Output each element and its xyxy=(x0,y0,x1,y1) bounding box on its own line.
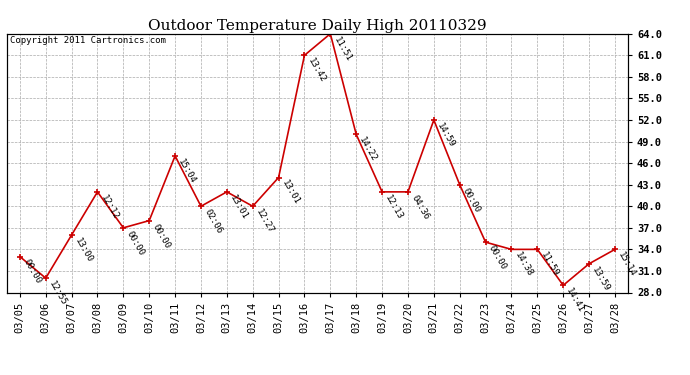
Text: Copyright 2011 Cartronics.com: Copyright 2011 Cartronics.com xyxy=(10,36,166,45)
Text: 00:00: 00:00 xyxy=(21,258,43,286)
Text: 14:38: 14:38 xyxy=(513,251,534,279)
Text: 14:59: 14:59 xyxy=(435,122,457,149)
Title: Outdoor Temperature Daily High 20110329: Outdoor Temperature Daily High 20110329 xyxy=(148,19,486,33)
Text: 13:01: 13:01 xyxy=(228,193,250,221)
Text: 15:04: 15:04 xyxy=(177,158,198,185)
Text: 12:55: 12:55 xyxy=(47,279,68,307)
Text: 12:12: 12:12 xyxy=(99,193,120,221)
Text: 12:27: 12:27 xyxy=(254,208,275,236)
Text: 00:00: 00:00 xyxy=(125,229,146,257)
Text: 00:00: 00:00 xyxy=(487,244,509,272)
Text: 12:13: 12:13 xyxy=(384,193,405,221)
Text: 00:00: 00:00 xyxy=(461,186,482,214)
Text: 11:51: 11:51 xyxy=(332,35,353,63)
Text: 13:01: 13:01 xyxy=(280,179,302,207)
Text: 15:14: 15:14 xyxy=(616,251,638,279)
Text: 00:00: 00:00 xyxy=(150,222,172,250)
Text: 13:59: 13:59 xyxy=(591,265,612,293)
Text: 14:22: 14:22 xyxy=(357,136,379,164)
Text: 13:42: 13:42 xyxy=(306,57,327,84)
Text: 02:06: 02:06 xyxy=(202,208,224,236)
Text: 11:59: 11:59 xyxy=(539,251,560,279)
Text: 13:00: 13:00 xyxy=(73,236,95,264)
Text: 04:36: 04:36 xyxy=(409,193,431,221)
Text: 14:41: 14:41 xyxy=(564,287,586,315)
